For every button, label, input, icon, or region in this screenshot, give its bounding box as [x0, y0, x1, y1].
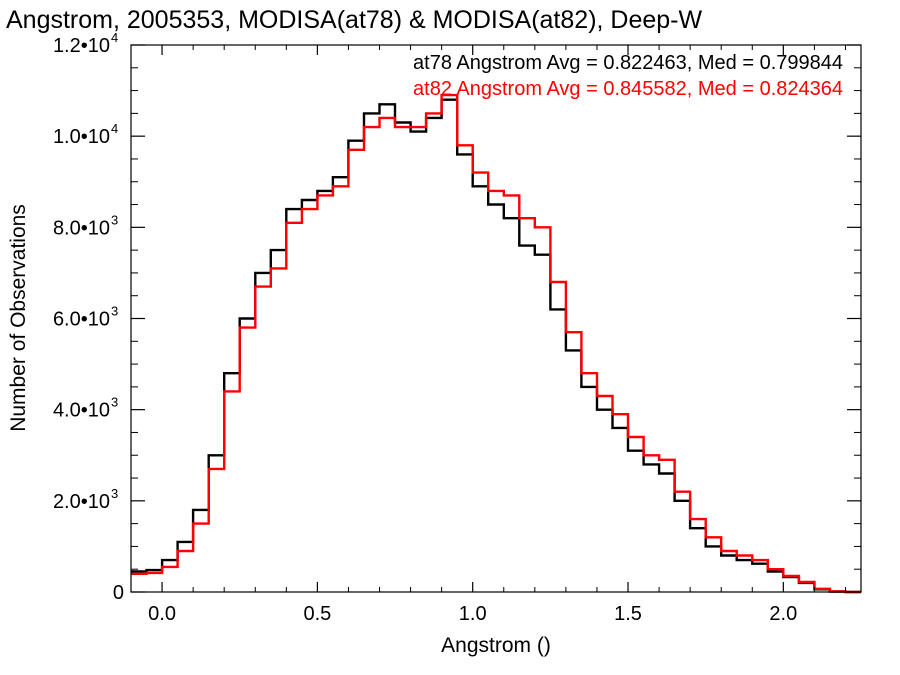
x-tick-label: 0.0 [148, 603, 176, 625]
x-tick-label: 2.0 [769, 603, 797, 625]
y-tick-exponent: 4 [111, 121, 118, 136]
y-tick-exponent: 3 [111, 304, 118, 319]
y-axis-label: Number of Observations [7, 204, 30, 432]
series-layer [131, 93, 861, 594]
y-tick-label: 1.0•10 [53, 126, 110, 148]
y-tick-label: 8.0•10 [53, 217, 110, 239]
y-tick-exponent: 3 [111, 395, 118, 410]
x-tick-label: 1.5 [614, 603, 642, 625]
y-tick-label: 4.0•10 [53, 400, 110, 422]
y-tick-exponent: 4 [111, 30, 118, 45]
x-tick-label: 1.0 [459, 603, 487, 625]
x-axis-label: Angstrom () [441, 634, 551, 657]
y-tick-exponent: 3 [111, 212, 118, 227]
y-tick-exponent: 3 [111, 486, 118, 501]
series-line-at82 [131, 93, 861, 594]
axes-layer: 0.0 0.5 1.0 1.5 2.002.0•10 34.0•10 36.0•10 38.0… [53, 30, 861, 625]
y-tick-label: 6.0•10 [53, 309, 110, 331]
y-tick-label: 1.2•10 [53, 35, 110, 57]
y-tick-label: 2.0•10 [53, 491, 110, 513]
x-tick-label: 0.5 [303, 603, 331, 625]
legend-entry-at78: at78 Angstrom Avg = 0.822463, Med = 0.79… [413, 52, 843, 74]
chart-title: Angstrom, 2005353, MODISA(at78) & MODISA… [6, 6, 702, 34]
legend-entry-at82: at82 Angstrom Avg = 0.845582, Med = 0.82… [413, 78, 843, 100]
y-tick-label: 0 [113, 582, 124, 604]
